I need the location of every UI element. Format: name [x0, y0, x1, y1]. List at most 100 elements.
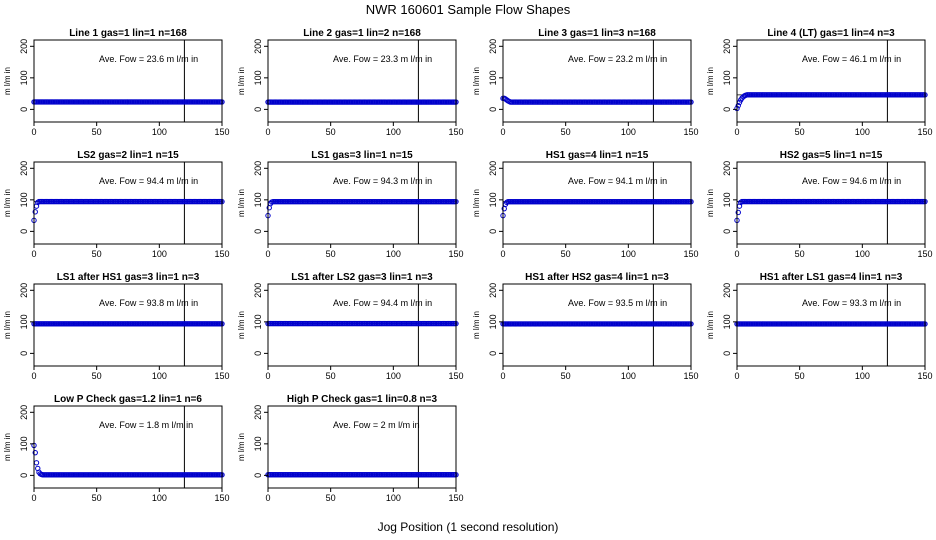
y-tick-label: 100 — [253, 192, 263, 207]
average-flow-note: Ave. Fow = 46.1 m l/m in — [802, 54, 901, 64]
y-tick-label: 100 — [19, 70, 29, 85]
x-tick-label: 100 — [386, 249, 401, 259]
x-tick-label: 100 — [855, 371, 870, 381]
x-tick-label: 0 — [31, 493, 36, 503]
y-tick-label: 200 — [253, 161, 263, 176]
average-flow-note: Ave. Fow = 94.4 m l/m in — [99, 176, 198, 186]
y-tick-label: 0 — [722, 107, 732, 112]
y-tick-label: 200 — [19, 39, 29, 54]
average-flow-note: Ave. Fow = 93.5 m l/m in — [568, 298, 667, 308]
y-axis-label: m l/m in — [472, 311, 481, 339]
average-flow-note: Ave. Fow = 23.6 m l/m in — [99, 54, 198, 64]
y-tick-label: 100 — [722, 314, 732, 329]
chart-panel: HS1 gas=4 lin=1 n=15 0 50 100 150 0 100 200 m l/… — [472, 150, 699, 259]
y-tick-label: 100 — [19, 314, 29, 329]
x-tick-label: 150 — [448, 493, 463, 503]
y-tick-label: 200 — [722, 283, 732, 298]
x-tick-label: 50 — [795, 127, 805, 137]
plot-frame — [33, 39, 223, 123]
y-tick-label: 0 — [488, 107, 498, 112]
plot-frame — [267, 405, 457, 489]
y-tick-label: 200 — [19, 161, 29, 176]
x-tick-label: 50 — [561, 127, 571, 137]
y-tick-label: 0 — [722, 351, 732, 356]
y-tick-label: 200 — [722, 39, 732, 54]
panel-title: HS1 after LS1 gas=4 lin=1 n=3 — [760, 272, 903, 283]
panel-title: LS1 after LS2 gas=3 lin=1 n=3 — [291, 272, 433, 283]
x-tick-label: 0 — [500, 249, 505, 259]
plot-frame — [502, 39, 692, 123]
panel-title: Low P Check gas=1.2 lin=1 n=6 — [54, 394, 202, 405]
plot-frame — [267, 161, 457, 245]
x-tick-label: 100 — [152, 127, 167, 137]
y-axis-label: m l/m in — [472, 189, 481, 217]
x-tick-label: 0 — [31, 127, 36, 137]
x-tick-label: 0 — [734, 127, 739, 137]
y-tick-label: 100 — [19, 192, 29, 207]
chart-panel: Line 1 gas=1 lin=1 n=168 0 50 100 150 0 100 200… — [3, 28, 230, 137]
x-tick-label: 50 — [92, 249, 102, 259]
y-axis-label: m l/m in — [3, 189, 12, 217]
x-tick-label: 50 — [326, 127, 336, 137]
x-tick-label: 150 — [448, 127, 463, 137]
x-tick-label: 100 — [855, 249, 870, 259]
x-tick-label: 50 — [92, 371, 102, 381]
y-tick-label: 200 — [488, 283, 498, 298]
plot-frame — [736, 283, 926, 367]
chart-panel: LS1 after HS1 gas=3 lin=1 n=3 0 50 100 150 0 1… — [3, 272, 230, 381]
x-tick-label: 150 — [214, 127, 229, 137]
x-tick-label: 100 — [386, 493, 401, 503]
y-tick-label: 100 — [253, 314, 263, 329]
y-tick-label: 200 — [488, 39, 498, 54]
x-tick-label: 150 — [448, 249, 463, 259]
chart-panel: High P Check gas=1 lin=0.8 n=3 0 50 100 150 0… — [237, 394, 464, 503]
y-axis-label: m l/m in — [237, 67, 246, 95]
y-tick-label: 100 — [722, 192, 732, 207]
y-tick-label: 200 — [253, 405, 263, 420]
y-tick-label: 100 — [253, 70, 263, 85]
x-tick-label: 100 — [621, 371, 636, 381]
y-axis-label: m l/m in — [237, 189, 246, 217]
panel-title: LS2 gas=2 lin=1 n=15 — [77, 150, 179, 161]
x-tick-label: 150 — [917, 249, 932, 259]
y-axis-label: m l/m in — [3, 67, 12, 95]
x-tick-label: 0 — [734, 371, 739, 381]
y-tick-label: 100 — [488, 192, 498, 207]
x-tick-label: 150 — [683, 249, 698, 259]
y-axis-label: m l/m in — [706, 311, 715, 339]
y-tick-label: 200 — [19, 405, 29, 420]
data-point — [32, 209, 38, 215]
x-tick-label: 150 — [214, 371, 229, 381]
x-tick-label: 50 — [326, 249, 336, 259]
chart-panel: HS2 gas=5 lin=1 n=15 0 50 100 150 0 100 200 m l/… — [706, 150, 933, 259]
plot-frame — [267, 283, 457, 367]
panel-title: LS1 after HS1 gas=3 lin=1 n=3 — [57, 272, 200, 283]
y-tick-label: 0 — [488, 229, 498, 234]
y-axis-label: m l/m in — [3, 433, 12, 461]
y-tick-label: 200 — [253, 39, 263, 54]
y-tick-label: 0 — [253, 473, 263, 478]
x-tick-label: 100 — [152, 371, 167, 381]
chart-panel: Line 4 (LT) gas=1 lin=4 n=3 0 50 100 150 0 100… — [706, 28, 933, 137]
average-flow-note: Ave. Fow = 1.8 m l/m in — [99, 420, 193, 430]
x-tick-label: 50 — [92, 127, 102, 137]
plot-frame — [33, 161, 223, 245]
plot-frame — [736, 39, 926, 123]
x-tick-label: 100 — [152, 249, 167, 259]
y-axis-label: m l/m in — [706, 67, 715, 95]
y-tick-label: 0 — [488, 351, 498, 356]
y-tick-label: 0 — [253, 351, 263, 356]
y-tick-label: 100 — [253, 436, 263, 451]
y-tick-label: 0 — [19, 473, 29, 478]
x-tick-label: 50 — [326, 371, 336, 381]
average-flow-note: Ave. Fow = 94.4 m l/m in — [333, 298, 432, 308]
x-tick-label: 100 — [386, 127, 401, 137]
panel-title: Line 3 gas=1 lin=3 n=168 — [538, 28, 656, 39]
x-tick-label: 50 — [92, 493, 102, 503]
panel-title: Line 1 gas=1 lin=1 n=168 — [69, 28, 187, 39]
panel-title: Line 4 (LT) gas=1 lin=4 n=3 — [767, 28, 895, 39]
chart-panel: Line 2 gas=1 lin=2 n=168 0 50 100 150 0 100 200… — [237, 28, 464, 137]
y-tick-label: 100 — [488, 70, 498, 85]
x-tick-label: 50 — [561, 249, 571, 259]
